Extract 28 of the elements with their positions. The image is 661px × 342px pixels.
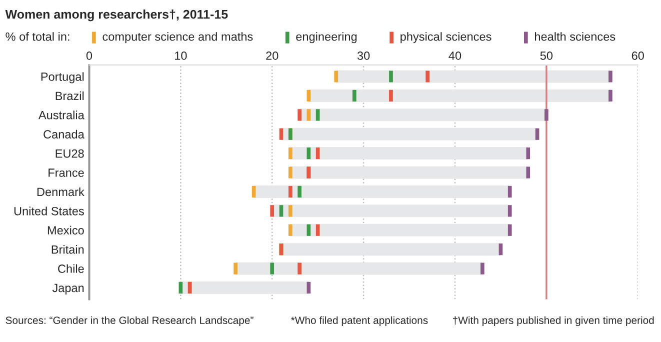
legend-label: computer science and maths — [102, 32, 253, 44]
y-tick-label: Australia — [38, 110, 84, 120]
y-tick-label: Mexico — [48, 226, 84, 235]
text: †With papers published in given time period — [453, 316, 654, 326]
source-note: Sources: “Gender in the Global Research Landscape” — [6, 316, 254, 326]
y-tick-label: Denmark — [37, 187, 84, 196]
y-tick-label: France — [48, 168, 84, 177]
y-tick-label: Brazil — [56, 91, 84, 100]
y-tick-label: Portugal — [41, 72, 84, 84]
x-tick-label: 10 — [175, 52, 187, 60]
y-tick-label: EU28 — [56, 149, 84, 158]
x-tick-label: 60 — [632, 52, 644, 60]
y-tick-label: United States — [14, 206, 84, 216]
y-tick-label: Chile — [58, 264, 84, 273]
x-tick-label: 0 — [86, 52, 92, 60]
legend-label: health sciences — [535, 32, 616, 41]
chart-subtitle: % of total in: — [6, 32, 70, 41]
x-tick-label: 40 — [448, 52, 462, 60]
legend-label: engineering — [296, 32, 357, 44]
text: *Who filed patent applications — [291, 316, 428, 326]
x-tick-label: 20 — [266, 52, 278, 60]
legend-label: physical sciences — [400, 32, 492, 44]
x-tick-label: 30 — [357, 52, 370, 60]
chart-title: Women among researchers†, 2011-15 — [5, 10, 228, 22]
y-tick-label: Japan — [52, 284, 84, 294]
y-tick-label: Britain — [52, 245, 84, 254]
x-tick-label: 50 — [540, 52, 553, 60]
y-tick-label: Canada — [44, 130, 84, 139]
